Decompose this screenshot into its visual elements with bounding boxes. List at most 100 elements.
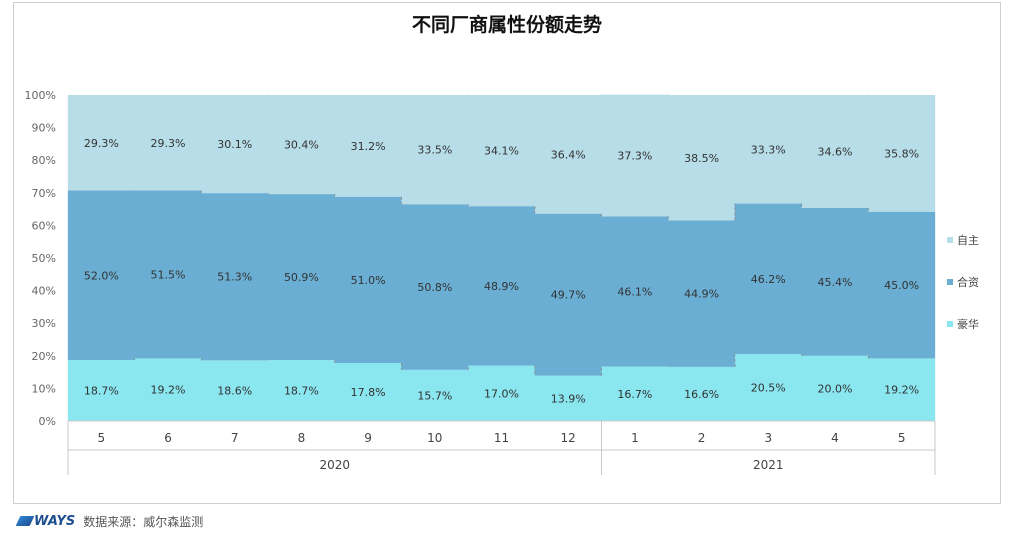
x-tick-label: 3 xyxy=(764,431,772,445)
bar-segment xyxy=(868,358,936,421)
bar-segment xyxy=(401,204,469,370)
data-label: 37.3% xyxy=(617,149,652,162)
y-tick-label: 10% xyxy=(32,382,56,395)
ways-logo: WAYS xyxy=(15,514,75,529)
legend-swatch xyxy=(947,279,953,285)
data-label: 33.3% xyxy=(751,143,786,156)
data-label: 36.4% xyxy=(551,148,586,161)
data-label: 51.5% xyxy=(151,268,186,281)
legend-label: 合资 xyxy=(957,275,979,289)
data-source: 数据来源：威尔森监测 xyxy=(83,514,204,529)
x-tick-label: 8 xyxy=(298,431,306,445)
data-label: 49.7% xyxy=(551,289,586,302)
legend-label: 自主 xyxy=(957,234,979,247)
bar-segment xyxy=(801,355,869,421)
y-tick-label: 50% xyxy=(32,252,56,265)
bar-segment xyxy=(801,95,869,208)
data-label: 34.1% xyxy=(484,145,519,158)
y-tick-label: 0% xyxy=(39,415,56,428)
bar-segment xyxy=(868,211,936,359)
data-label: 18.7% xyxy=(84,385,119,398)
bar-segment xyxy=(534,95,602,214)
ways-logo-icon xyxy=(15,516,35,526)
bar-segment xyxy=(668,220,736,367)
x-tick-label: 11 xyxy=(494,431,509,445)
chart: 不同厂商属性份额走势 0% 10% 20% 30% 40% 50% 60% 70% 80% 90% 1… xyxy=(25,13,979,475)
y-tick-label: 30% xyxy=(32,317,56,330)
bar-segment xyxy=(134,190,202,359)
bar-segment xyxy=(134,358,202,421)
bar-segment xyxy=(201,193,269,361)
x-tick-label: 12 xyxy=(561,431,576,445)
bar-segment xyxy=(668,366,736,421)
bar-segment xyxy=(201,360,269,421)
bar-segment xyxy=(67,190,135,361)
bar-segment xyxy=(267,95,335,195)
bar-segment xyxy=(201,95,269,194)
chart-title: 不同厂商属性份额走势 xyxy=(412,13,602,36)
y-tick-label: 20% xyxy=(32,350,56,363)
data-label: 35.8% xyxy=(884,147,919,160)
bar-segment xyxy=(868,95,936,212)
bar-segment xyxy=(468,365,535,421)
bar-segment xyxy=(67,95,135,191)
bar-segment xyxy=(267,194,335,361)
x-tick-label: 4 xyxy=(831,431,839,445)
x-tick-label: 10 xyxy=(427,431,442,445)
bar-segment xyxy=(734,203,802,355)
bar-segment xyxy=(468,95,535,207)
y-tick-label: 80% xyxy=(32,154,56,167)
bar-segment xyxy=(134,95,202,191)
x-group-label: 2020 xyxy=(319,458,350,472)
data-label: 44.9% xyxy=(684,288,719,301)
x-group-label: 2021 xyxy=(753,458,784,472)
x-tick-label: 7 xyxy=(231,431,239,445)
data-label: 45.0% xyxy=(884,279,919,292)
bar-segment xyxy=(401,95,469,205)
bar-segment xyxy=(67,360,135,421)
data-label: 30.4% xyxy=(284,139,319,152)
bar-segment xyxy=(334,95,402,197)
x-tick-label: 5 xyxy=(98,431,106,445)
data-label: 51.3% xyxy=(217,271,252,284)
bar-segment xyxy=(668,95,736,221)
y-tick-label: 40% xyxy=(32,285,56,298)
data-label: 17.0% xyxy=(484,387,519,400)
data-label: 52.0% xyxy=(84,269,119,282)
y-tick-label: 100% xyxy=(25,89,56,102)
bar-segment xyxy=(468,206,535,366)
legend-swatch xyxy=(947,237,953,243)
y-tick-label: 90% xyxy=(32,122,56,135)
data-label: 17.8% xyxy=(351,386,386,399)
data-label: 29.3% xyxy=(151,137,186,150)
data-label: 18.7% xyxy=(284,385,319,398)
data-label: 19.2% xyxy=(151,384,186,397)
data-label: 33.5% xyxy=(417,144,452,157)
x-tick-label: 1 xyxy=(631,431,639,445)
bar-segment xyxy=(734,354,802,421)
x-tick-label: 6 xyxy=(164,431,172,445)
legend-swatch xyxy=(947,321,953,327)
data-label: 34.6% xyxy=(817,145,852,158)
data-label: 48.9% xyxy=(484,280,519,293)
y-tick-label: 60% xyxy=(32,219,56,232)
data-label: 20.0% xyxy=(817,382,852,395)
x-tick-label: 5 xyxy=(898,431,906,445)
bar-segment xyxy=(801,207,869,356)
data-label: 18.6% xyxy=(217,385,252,398)
data-label: 31.2% xyxy=(351,140,386,153)
data-label: 20.5% xyxy=(751,382,786,395)
data-label: 16.7% xyxy=(617,388,652,401)
bar-segment xyxy=(267,360,335,421)
data-label: 50.8% xyxy=(417,281,452,294)
x-tick-label: 9 xyxy=(364,431,372,445)
data-label: 19.2% xyxy=(884,384,919,397)
bar-segment xyxy=(401,369,469,421)
bar-segment xyxy=(534,375,602,421)
data-label: 46.2% xyxy=(751,273,786,286)
data-label: 13.9% xyxy=(551,392,586,405)
data-label: 45.4% xyxy=(817,276,852,289)
bar-segment xyxy=(334,196,402,363)
data-label: 29.3% xyxy=(84,137,119,150)
data-label: 50.9% xyxy=(284,271,319,284)
